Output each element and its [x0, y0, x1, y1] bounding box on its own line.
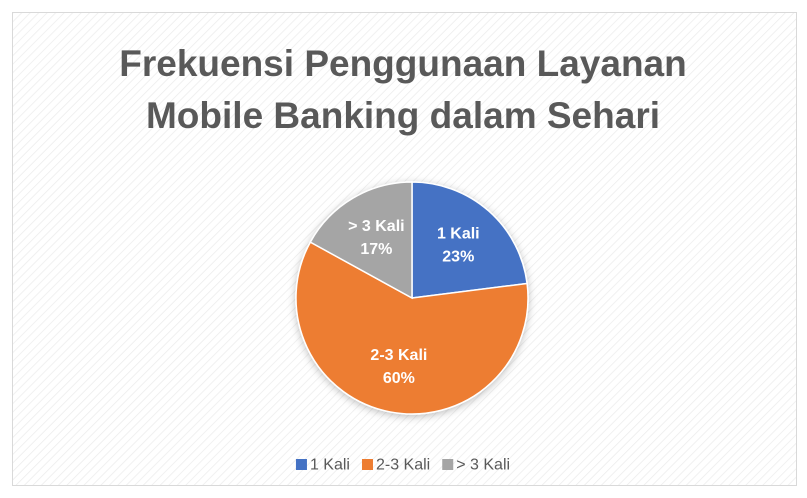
data-label-value: 17%: [360, 241, 392, 258]
pie: [295, 181, 529, 415]
legend-swatch: [361, 459, 373, 470]
legend-swatch: [295, 459, 307, 470]
pie-slice: [309, 181, 413, 300]
data-label-category: 1 Kali: [437, 226, 480, 243]
chart-title: Frekuensi Penggunaan Layanan Mobile Bank…: [119, 43, 687, 136]
data-label-value: 60%: [383, 370, 415, 387]
legend-label: > 3 Kali: [456, 457, 510, 474]
legend-label: 1 Kali: [310, 457, 350, 474]
data-label-category: 2-3 Kali: [370, 347, 427, 364]
pie-slice: [295, 241, 529, 415]
pie-slice: [411, 181, 528, 299]
data-label-value: 23%: [442, 249, 474, 266]
legend-label: 2-3 Kali: [376, 457, 430, 474]
data-label-category: > 3 Kali: [348, 218, 404, 235]
legend-swatch: [442, 459, 454, 470]
